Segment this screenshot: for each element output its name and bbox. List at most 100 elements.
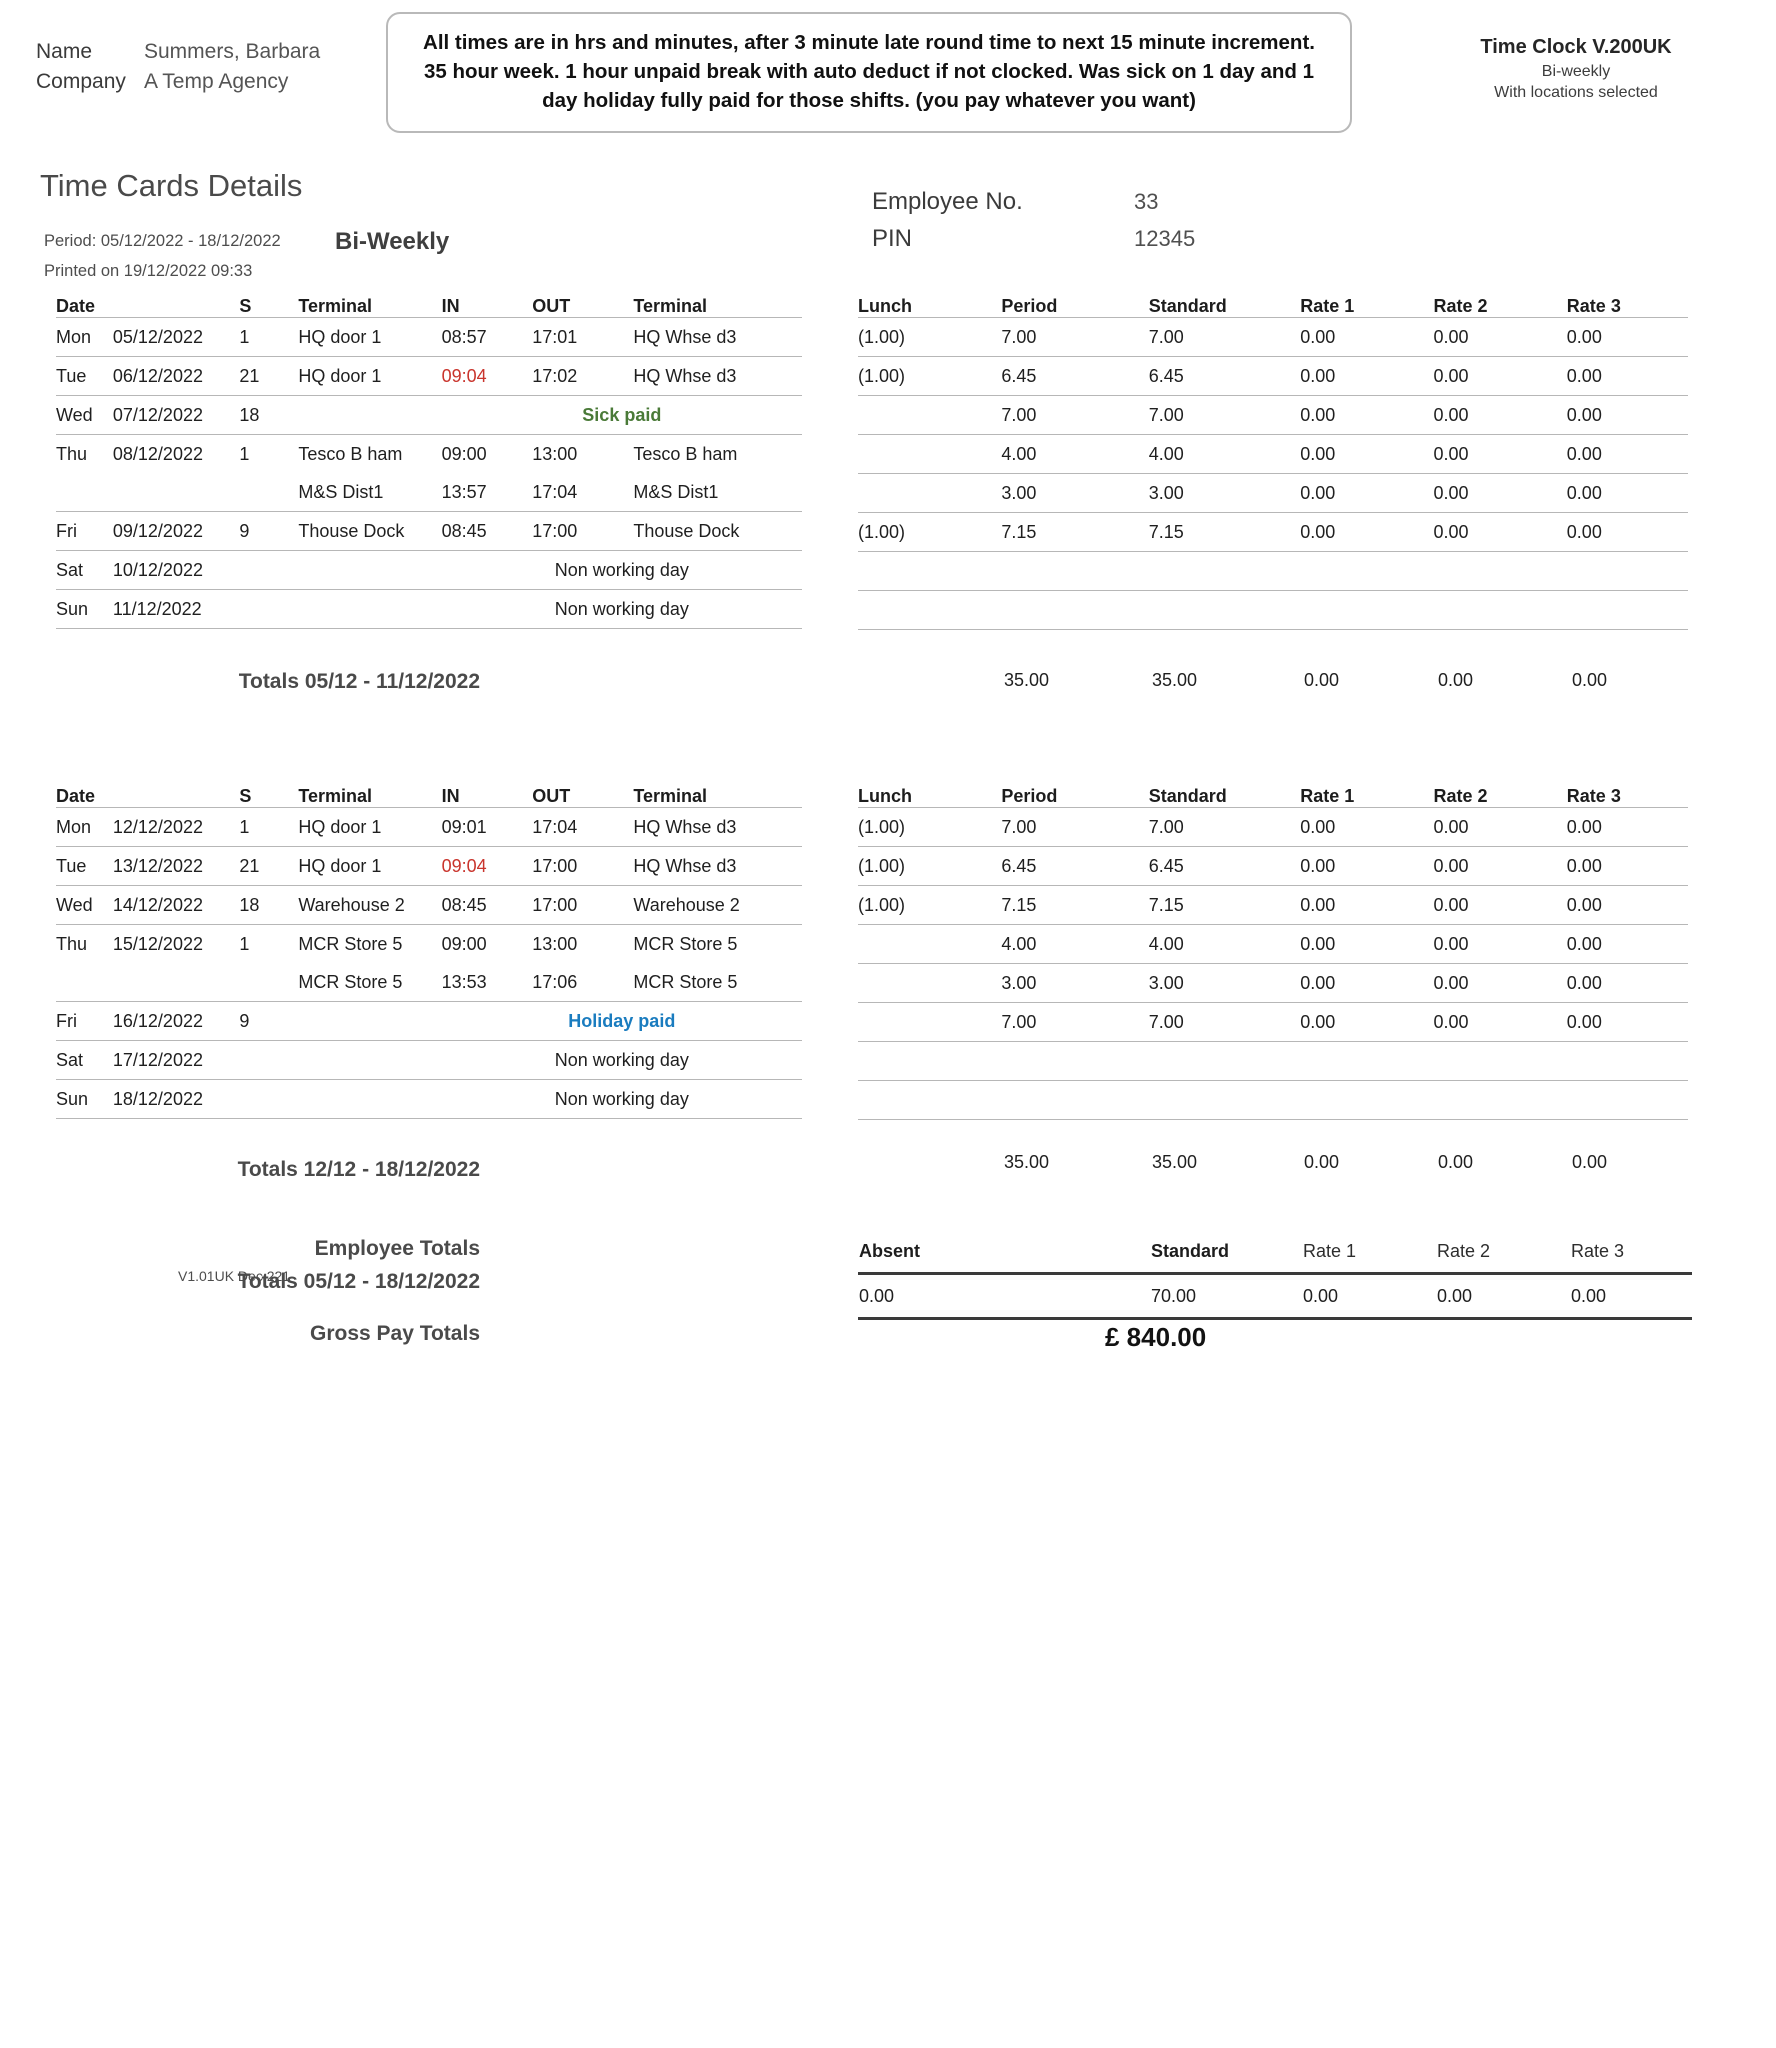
week1-punch-rows: Mon 05/12/2022 1 HQ door 1 08:57 17:01 HQ Whse…: [56, 317, 802, 629]
cell-shift: 18: [239, 885, 299, 925]
cell-day: Fri: [56, 1001, 113, 1041]
product-brand-block: Time Clock V.200UK Bi-weekly With locati…: [1416, 36, 1736, 102]
col-terminal-in: Terminal: [298, 786, 373, 806]
cell-rate3: [1566, 590, 1688, 630]
product-locations-note: With locations selected: [1494, 84, 1658, 101]
cell-date: 14/12/2022: [112, 885, 240, 925]
col-rate2: Rate 2: [1433, 786, 1488, 806]
cell-rate3: [1566, 1080, 1688, 1120]
cell-day-note: Non working day: [441, 589, 802, 629]
table-row: 7.00 7.00 0.00 0.00 0.00: [858, 395, 1688, 435]
company-row: Company A Temp Agency: [36, 70, 320, 94]
table-row: 3.00 3.00 0.00 0.00 0.00: [858, 963, 1688, 1003]
table-header-row: Lunch Period Standard Rate 1 Rate 2 Rate…: [858, 296, 1688, 318]
cell-period: 7.00: [1001, 317, 1149, 357]
cell-date: 09/12/2022: [112, 511, 240, 551]
week1-total-rate2: 0.00: [1438, 670, 1474, 690]
employee-number-label: Employee No.: [872, 188, 1023, 215]
cell-shift: 1: [239, 807, 299, 847]
employee-totals-label: Employee Totals: [314, 1237, 480, 1260]
cell-rate3: 0.00: [1566, 317, 1688, 357]
col-rate3: Rate 3: [1571, 1241, 1625, 1261]
cell-out: 13:00: [532, 924, 634, 963]
pin-row: PIN 12345: [872, 225, 1195, 253]
cell-lunch: (1.00): [858, 846, 1002, 886]
cell-terminal-in: [298, 589, 442, 629]
col-in: IN: [441, 786, 460, 806]
cell-rate2: 0.00: [1433, 846, 1567, 886]
cell-date: 15/12/2022: [112, 924, 240, 963]
cell-in: 09:04: [441, 356, 533, 396]
cell-in: 08:57: [441, 317, 533, 357]
col-in: IN: [441, 296, 460, 316]
grand-absent: 0.00: [858, 1272, 1002, 1320]
cell-rate1: [1300, 590, 1434, 630]
table-row: Sat 10/12/2022 Non working day: [56, 550, 802, 590]
col-rate3: Rate 3: [1566, 296, 1621, 316]
grand-header-row: Absent Standard Rate 1 Rate 2 Rate 3: [858, 1240, 1692, 1274]
cell-lunch: (1.00): [858, 356, 1002, 396]
cell-rate1: 0.00: [1300, 963, 1434, 1003]
cell-rate3: 0.00: [1566, 846, 1688, 886]
grand-rate2: 0.00: [1436, 1272, 1570, 1320]
cell-date: 10/12/2022: [112, 550, 240, 590]
cell-terminal-in: [298, 395, 442, 435]
cell-terminal-in: M&S Dist1: [298, 481, 384, 502]
cell-date: 05/12/2022: [112, 317, 240, 357]
col-rate2: Rate 2: [1437, 1241, 1491, 1261]
cell-day: Tue: [56, 356, 113, 396]
cell-out: 17:00: [532, 511, 634, 551]
col-standard: Standard: [1148, 296, 1227, 316]
cell-rate1: 0.00: [1300, 356, 1434, 396]
cell-day: [56, 473, 113, 512]
cell-terminal-in: HQ door 1: [298, 807, 442, 847]
cell-terminal-out: HQ Whse d3: [633, 846, 802, 886]
cell-standard: 7.15: [1148, 512, 1301, 552]
table-header-row: Date S Terminal IN OUT Terminal: [56, 786, 802, 808]
cell-terminal-in: [298, 1079, 442, 1119]
cell-standard: 6.45: [1148, 846, 1301, 886]
cell-in: 13:53: [441, 971, 487, 992]
week2-totals-values: 35.00 35.00 0.00 0.00 0.00: [858, 1150, 1694, 1175]
cell-out: 17:01: [532, 317, 634, 357]
cell-day: Mon: [56, 317, 113, 357]
cell-rate1: 0.00: [1300, 434, 1434, 474]
gross-pay-amount: £ 840.00: [1105, 1322, 1207, 1352]
col-rate2: Rate 2: [1433, 296, 1488, 316]
cell-standard: [1148, 1080, 1301, 1120]
cell-in: 09:01: [441, 807, 533, 847]
cell-standard: [1148, 1041, 1301, 1081]
week2-punches-table: Date S Terminal IN OUT Terminal Mon 12/12…: [56, 786, 802, 1119]
cell-date: [113, 963, 239, 1002]
cell-lunch: (1.00): [858, 317, 1002, 357]
cell-lunch: (1.00): [858, 512, 1002, 552]
cell-terminal-out: MCR Store 5: [633, 924, 802, 963]
table-row: Thu 15/12/2022 1 MCR Store 5 09:00 13:00 MCR S…: [56, 924, 802, 963]
cell-rate2: [1433, 1080, 1567, 1120]
period-range: Period: 05/12/2022 - 18/12/2022: [44, 232, 281, 250]
cell-rate3: 0.00: [1566, 512, 1688, 552]
cell-terminal-in: HQ door 1: [298, 846, 442, 886]
cell-rate1: 0.00: [1300, 924, 1434, 964]
cell-rate2: 0.00: [1433, 885, 1567, 925]
week1-total-standard: 35.00: [1152, 670, 1198, 690]
cell-rate2: 0.00: [1433, 1002, 1567, 1042]
cell-rate1: 0.00: [1300, 807, 1434, 847]
employee-number-row: Employee No. 33: [872, 188, 1195, 216]
cell-lunch: [858, 924, 1002, 964]
cell-period: 6.45: [1001, 356, 1149, 396]
col-spacer: [1002, 1240, 1150, 1274]
cell-terminal-in: HQ door 1: [298, 317, 442, 357]
cell-day: Wed: [56, 885, 113, 925]
cell-period: 7.00: [1001, 395, 1149, 435]
cell-terminal-in: Thouse Dock: [298, 511, 442, 551]
cell-day: Wed: [56, 395, 113, 435]
cell-day-note: Non working day: [441, 1040, 802, 1080]
week1-total-period: 35.00: [1004, 670, 1050, 690]
cell-terminal-out: MCR Store 5: [633, 971, 738, 992]
cell-standard: 3.00: [1148, 473, 1301, 513]
cell-standard: [1148, 551, 1301, 591]
col-s: S: [239, 296, 252, 316]
version-footer: V1.01UK Dec 221: [178, 1268, 291, 1284]
cell-terminal-out: HQ Whse d3: [633, 807, 802, 847]
